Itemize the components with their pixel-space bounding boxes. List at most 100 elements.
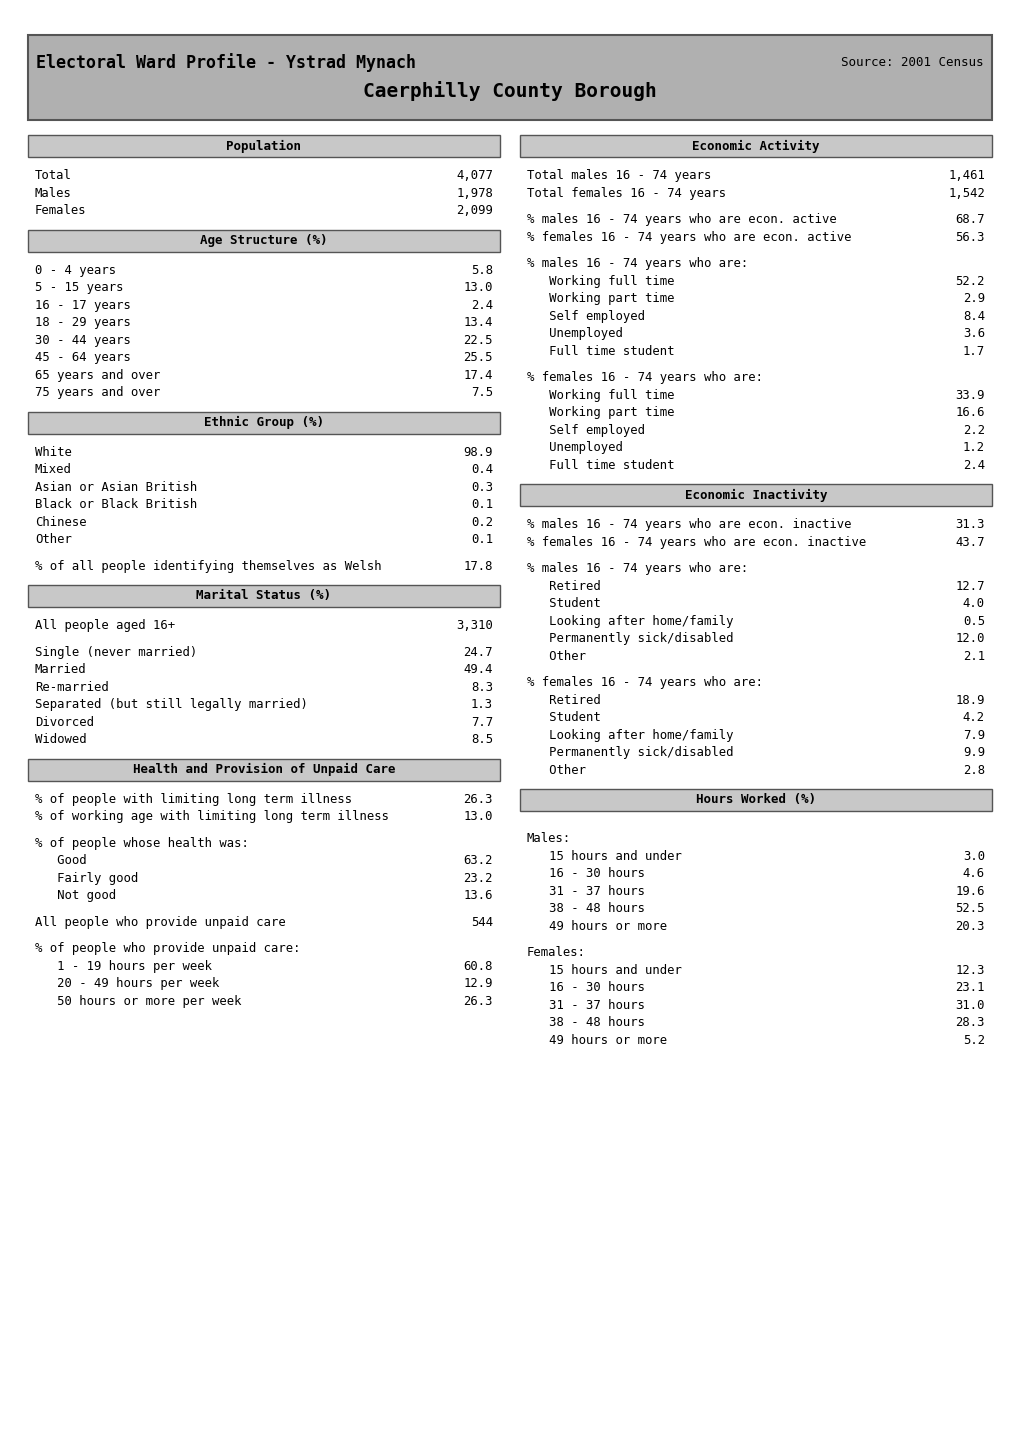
- Text: Unemployed: Unemployed: [527, 442, 623, 455]
- Text: Re-married: Re-married: [35, 681, 109, 694]
- Text: White: White: [35, 446, 71, 459]
- Text: Total: Total: [35, 169, 71, 182]
- Text: 0.1: 0.1: [471, 498, 492, 511]
- Text: Student: Student: [527, 597, 600, 610]
- Text: % of people who provide unpaid care:: % of people who provide unpaid care:: [35, 942, 301, 955]
- Text: % females 16 - 74 years who are econ. active: % females 16 - 74 years who are econ. ac…: [527, 231, 851, 244]
- Text: % males 16 - 74 years who are:: % males 16 - 74 years who are:: [527, 563, 748, 576]
- Text: Married: Married: [35, 664, 87, 677]
- Text: Other: Other: [527, 649, 586, 662]
- Text: Females:: Females:: [527, 947, 586, 960]
- Text: 65 years and over: 65 years and over: [35, 369, 160, 382]
- Text: Males:: Males:: [527, 833, 571, 846]
- Text: Retired: Retired: [527, 694, 600, 707]
- Text: Working full time: Working full time: [527, 388, 674, 401]
- Text: 0.3: 0.3: [471, 481, 492, 494]
- Text: 2.4: 2.4: [471, 299, 492, 312]
- Text: Total males 16 - 74 years: Total males 16 - 74 years: [527, 169, 710, 182]
- Text: 63.2: 63.2: [463, 854, 492, 867]
- Text: 0.4: 0.4: [471, 463, 492, 476]
- Text: Looking after home/family: Looking after home/family: [527, 729, 733, 742]
- Text: 4.0: 4.0: [962, 597, 984, 610]
- Text: Self employed: Self employed: [527, 424, 644, 437]
- Text: % of working age with limiting long term illness: % of working age with limiting long term…: [35, 811, 388, 824]
- Text: 4.2: 4.2: [962, 711, 984, 724]
- Text: 3.0: 3.0: [962, 850, 984, 863]
- Text: 2.9: 2.9: [962, 293, 984, 306]
- Text: 13.6: 13.6: [463, 889, 492, 902]
- Text: 2.8: 2.8: [962, 763, 984, 776]
- Text: Not good: Not good: [35, 889, 116, 902]
- Text: Marital Status (%): Marital Status (%): [197, 590, 331, 603]
- Text: Chinese: Chinese: [35, 515, 87, 528]
- Text: 5.2: 5.2: [962, 1033, 984, 1046]
- Text: 8.4: 8.4: [962, 310, 984, 323]
- Text: 52.5: 52.5: [955, 902, 984, 915]
- Text: % females 16 - 74 years who are:: % females 16 - 74 years who are:: [527, 371, 762, 384]
- Text: 1.3: 1.3: [471, 698, 492, 711]
- Text: Electoral Ward Profile - Ystrad Mynach: Electoral Ward Profile - Ystrad Mynach: [36, 53, 416, 72]
- Bar: [28, 584, 499, 608]
- Text: 1,978: 1,978: [455, 186, 492, 199]
- Text: Widowed: Widowed: [35, 733, 87, 746]
- Text: 49 hours or more: 49 hours or more: [527, 919, 666, 932]
- Text: Working part time: Working part time: [527, 407, 674, 420]
- Text: Males: Males: [35, 186, 71, 199]
- Text: 544: 544: [471, 916, 492, 929]
- Text: 16 - 30 hours: 16 - 30 hours: [527, 981, 644, 994]
- Text: % females 16 - 74 years who are econ. inactive: % females 16 - 74 years who are econ. in…: [527, 535, 865, 548]
- Text: Caerphilly County Borough: Caerphilly County Borough: [363, 81, 656, 101]
- Text: Economic Activity: Economic Activity: [692, 140, 819, 153]
- Text: Total females 16 - 74 years: Total females 16 - 74 years: [527, 186, 726, 199]
- Text: 43.7: 43.7: [955, 535, 984, 548]
- Text: 22.5: 22.5: [463, 333, 492, 346]
- Text: Retired: Retired: [527, 580, 600, 593]
- Text: Working part time: Working part time: [527, 293, 674, 306]
- Text: 8.3: 8.3: [471, 681, 492, 694]
- Text: 75 years and over: 75 years and over: [35, 387, 160, 400]
- Text: 0.2: 0.2: [471, 515, 492, 528]
- Text: 45 - 64 years: 45 - 64 years: [35, 351, 130, 364]
- Bar: [28, 136, 499, 157]
- Text: Other: Other: [35, 534, 71, 547]
- Text: 4.6: 4.6: [962, 867, 984, 880]
- Text: 1.2: 1.2: [962, 442, 984, 455]
- Text: Population: Population: [226, 140, 302, 153]
- Text: 16 - 30 hours: 16 - 30 hours: [527, 867, 644, 880]
- Text: % of people whose health was:: % of people whose health was:: [35, 837, 249, 850]
- Text: 0 - 4 years: 0 - 4 years: [35, 264, 116, 277]
- Text: 7.9: 7.9: [962, 729, 984, 742]
- Text: 3.6: 3.6: [962, 328, 984, 341]
- Text: 12.7: 12.7: [955, 580, 984, 593]
- Text: Mixed: Mixed: [35, 463, 71, 476]
- Text: 17.8: 17.8: [463, 560, 492, 573]
- Text: 26.3: 26.3: [463, 994, 492, 1007]
- Text: Black or Black British: Black or Black British: [35, 498, 197, 511]
- Text: 13.0: 13.0: [463, 811, 492, 824]
- Text: % females 16 - 74 years who are:: % females 16 - 74 years who are:: [527, 677, 762, 690]
- Text: 12.3: 12.3: [955, 964, 984, 977]
- Text: Good: Good: [35, 854, 87, 867]
- Text: 1 - 19 hours per week: 1 - 19 hours per week: [35, 960, 212, 973]
- Text: 31 - 37 hours: 31 - 37 hours: [527, 999, 644, 1012]
- Bar: [28, 229, 499, 251]
- Text: 16.6: 16.6: [955, 407, 984, 420]
- Text: Other: Other: [527, 763, 586, 776]
- Text: 31.0: 31.0: [955, 999, 984, 1012]
- Text: 23.1: 23.1: [955, 981, 984, 994]
- Text: 28.3: 28.3: [955, 1016, 984, 1029]
- Text: 20 - 49 hours per week: 20 - 49 hours per week: [35, 977, 219, 990]
- Text: 5.8: 5.8: [471, 264, 492, 277]
- Text: 56.3: 56.3: [955, 231, 984, 244]
- Text: 15 hours and under: 15 hours and under: [527, 964, 682, 977]
- Text: 18 - 29 years: 18 - 29 years: [35, 316, 130, 329]
- Text: 12.0: 12.0: [955, 632, 984, 645]
- Text: 13.4: 13.4: [463, 316, 492, 329]
- Text: Permanently sick/disabled: Permanently sick/disabled: [527, 746, 733, 759]
- Text: Working full time: Working full time: [527, 274, 674, 287]
- Text: 23.2: 23.2: [463, 872, 492, 885]
- Text: 24.7: 24.7: [463, 646, 492, 659]
- Text: % of all people identifying themselves as Welsh: % of all people identifying themselves a…: [35, 560, 381, 573]
- Text: 5 - 15 years: 5 - 15 years: [35, 281, 123, 294]
- Text: 7.7: 7.7: [471, 716, 492, 729]
